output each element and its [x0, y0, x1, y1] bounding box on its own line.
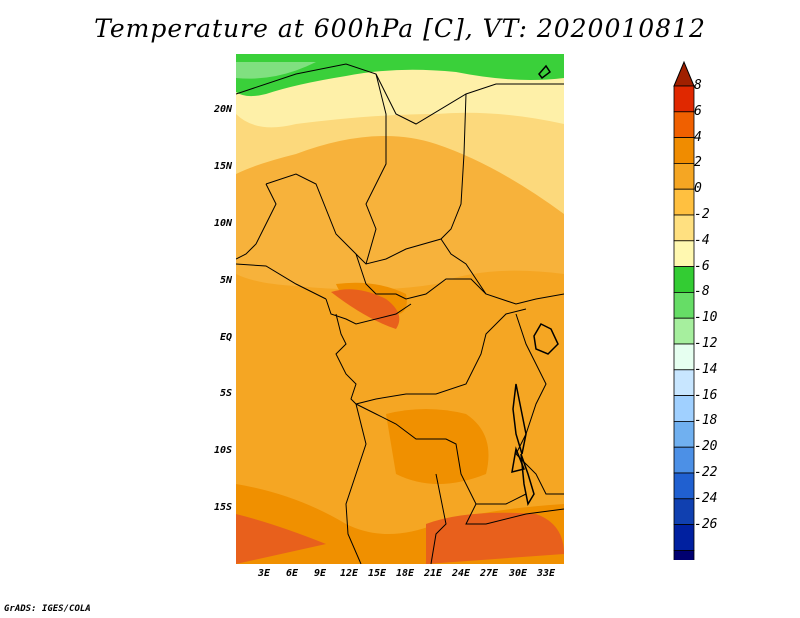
- lon-label-24e: 24E: [451, 568, 471, 579]
- colorbar-label: -26: [694, 516, 718, 532]
- hot-core-north: [331, 289, 400, 329]
- colorbar-swatch: [673, 137, 695, 164]
- colorbar-label: -6: [694, 258, 710, 274]
- map-canvas: [236, 54, 564, 564]
- lat-label-15s: 15S: [213, 502, 232, 513]
- colorbar-label: -8: [694, 284, 710, 300]
- lat-label-20n: 20N: [213, 104, 232, 115]
- colorbar-swatch: [673, 214, 695, 242]
- colorbar-label: -4: [694, 232, 710, 248]
- lon-label-6e: 6E: [285, 568, 299, 579]
- colorbar-swatch: [673, 111, 695, 138]
- colorbar-swatch: [673, 240, 695, 268]
- colorbar-swatch: [673, 343, 695, 371]
- colorbar-swatch: [673, 420, 695, 448]
- colorbar-top-triangle: [673, 60, 695, 87]
- colorbar-label: -14: [694, 361, 718, 377]
- colorbar-swatch: [673, 498, 695, 525]
- lat-label-5s: 5S: [219, 388, 232, 399]
- temperature-map: [236, 54, 564, 564]
- colorbar-swatch: [673, 188, 695, 216]
- lat-label-eq: EQ: [219, 332, 232, 343]
- hot-south-west: [236, 514, 326, 564]
- colorbar-swatch: [673, 85, 695, 113]
- lat-label-15n: 15N: [213, 161, 232, 172]
- colorbar-swatch: [673, 472, 695, 500]
- lon-label-33e: 33E: [536, 568, 556, 579]
- lat-label-10s: 10S: [213, 445, 232, 456]
- colorbar-label: -12: [694, 336, 718, 351]
- colorbar-swatch: [673, 524, 695, 551]
- colorbar-label: 2: [694, 155, 702, 171]
- colorbar-label: -22: [694, 465, 718, 480]
- colorbar-label: 6: [694, 103, 702, 119]
- footer-credit: GrADS: IGES/COLA: [4, 604, 91, 614]
- lake-outlines: [511, 64, 559, 507]
- green-field: [236, 54, 564, 97]
- colorbar-swatch: [673, 446, 695, 474]
- colorbar-label: -24: [694, 490, 718, 506]
- colorbar-label: 0: [694, 181, 702, 197]
- lat-label-10n: 10N: [213, 218, 232, 229]
- lon-label-30e: 30E: [508, 568, 528, 579]
- lon-label-9e: 9E: [313, 568, 327, 579]
- colorbar-label: -16: [694, 387, 718, 403]
- light-green-field: [236, 62, 316, 79]
- map-title: Temperature at 600hPa [C], VT: 202001081…: [94, 14, 706, 43]
- lat-label-5n: 5N: [219, 275, 232, 286]
- colorbar-swatch: [673, 266, 695, 293]
- lon-label-18e: 18E: [395, 568, 415, 579]
- colorbar-label: 4: [694, 129, 702, 145]
- warm-congo: [386, 409, 489, 484]
- colorbar-label: -2: [694, 207, 710, 222]
- lon-label-12e: 12E: [339, 568, 359, 579]
- lon-label-27e: 27E: [479, 568, 499, 579]
- colorbar: [673, 60, 695, 560]
- colorbar-label: 8: [694, 78, 702, 93]
- lon-label-3e: 3E: [257, 568, 271, 579]
- colorbar-swatch: [673, 291, 695, 319]
- country-borders: [236, 63, 564, 564]
- lon-label-15e: 15E: [367, 568, 387, 579]
- colorbar-swatch: [673, 163, 695, 190]
- colorbar-label: -18: [694, 413, 718, 429]
- hot-south-east: [426, 512, 564, 564]
- colorbar-swatch: [673, 317, 695, 345]
- colorbar-label: -20: [694, 439, 718, 455]
- colorbar-label: -10: [694, 310, 718, 326]
- colorbar-swatch: [673, 549, 695, 560]
- lon-label-21e: 21E: [423, 568, 443, 579]
- colorbar-swatch: [673, 369, 695, 396]
- colorbar-swatch: [673, 395, 695, 422]
